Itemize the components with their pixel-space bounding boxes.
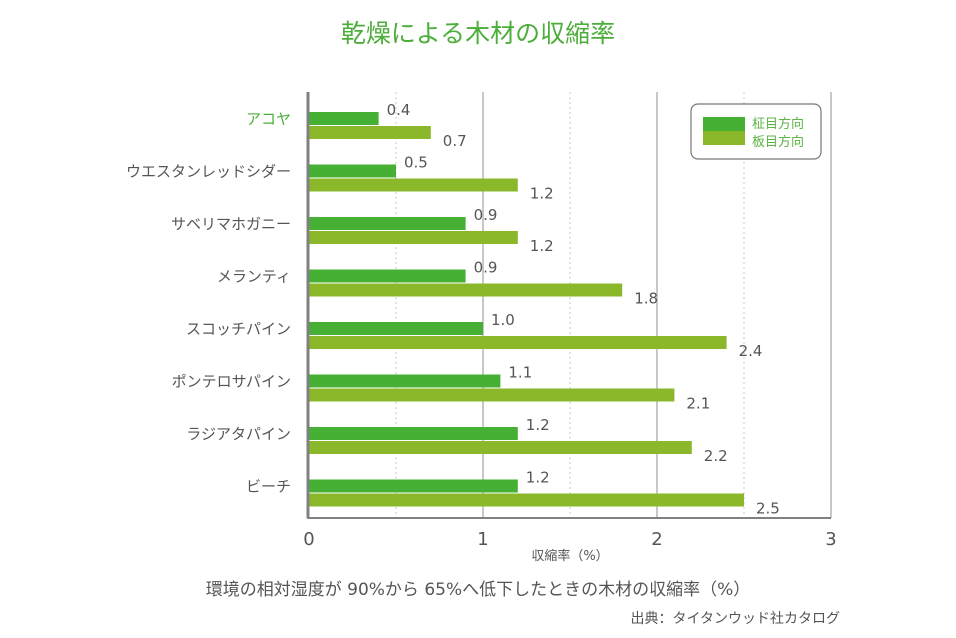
data-label: 2.4 [739,342,763,360]
x-tick-label: 2 [651,529,662,550]
data-label: 0.4 [387,101,411,119]
legend-swatch-itame [703,131,745,145]
bar-itame [309,231,518,244]
bar-masame [309,374,501,388]
chart-title: 乾燥による木材の収縮率 [341,19,615,48]
x-axis-label: 収縮率（%） [531,548,608,564]
x-tick-label: 3 [825,529,836,550]
category-label: サベリマホガニー [171,215,291,233]
category-label: アコヤ [246,110,291,128]
x-tick-label: 0 [303,529,314,550]
bar-itame [309,283,623,297]
data-label: 0.5 [404,154,428,172]
bar-masame [309,479,518,493]
legend-label-masame: 柾目方向 [752,116,804,132]
data-label: 0.7 [443,132,467,150]
category-label: メランティ [217,268,291,286]
caption: 環境の相対湿度が 90%から 65%へ低下したときの木材の収縮率（%） [206,580,751,600]
x-tick-label: 1 [477,529,488,550]
data-label: 2.2 [704,447,728,465]
bar-masame [309,217,466,230]
bar-itame [309,126,431,139]
data-label: 1.2 [530,237,554,255]
category-label: ラジアタパイン [186,425,291,443]
source-note: 出典：タイタンウッド社カタログ [631,611,840,627]
data-label: 1.2 [526,469,550,487]
x-tick-labels: 0 1 2 3 [303,529,836,550]
bar-masame [309,427,518,440]
data-label: 2.5 [756,500,780,518]
legend: 柾目方向 板目方向 [690,103,822,160]
legend-label-itame: 板目方向 [752,134,804,150]
data-label: 1.2 [526,416,550,434]
bars: 0.4 0.7 0.5 1.2 0.9 1.2 0.9 1.8 1.0 2.4 1.1 2.1 1.2 2… [309,101,780,518]
bar-masame [309,269,466,283]
bar-itame [309,493,744,507]
bar-itame [309,388,675,402]
bar-itame [309,178,518,192]
category-labels: アコヤウエスタンレッドシダーサベリマホガニーメランティスコッチパインポンテロサパ… [126,110,291,496]
data-label: 1.1 [508,364,532,382]
bar-masame [309,164,396,178]
category-label: ビーチ [246,478,291,496]
data-label: 0.9 [474,259,498,277]
legend-swatch-masame [703,117,745,131]
category-label: ポンテロサパイン [172,373,291,391]
bar-masame [309,112,379,125]
bar-masame [309,322,483,335]
category-label: スコッチパイン [186,320,291,338]
category-label: ウエスタンレッドシダー [126,163,291,181]
data-label: 0.9 [474,206,498,224]
bar-itame [309,336,727,349]
data-label: 1.2 [530,185,554,203]
data-label: 1.8 [634,290,658,308]
data-label: 1.0 [491,311,515,329]
data-label: 2.1 [686,395,710,413]
bar-itame [309,441,692,454]
